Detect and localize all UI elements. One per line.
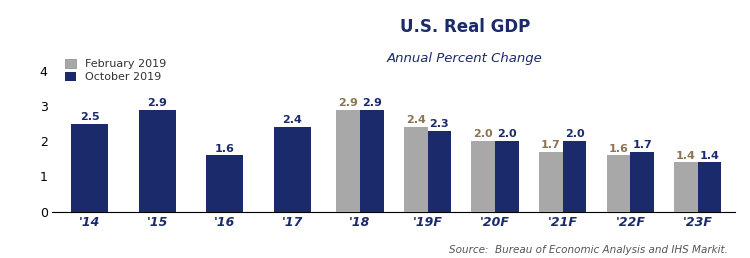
Text: 2.0: 2.0 [497, 130, 517, 139]
Text: 1.6: 1.6 [608, 143, 628, 154]
Text: 2.9: 2.9 [147, 98, 167, 108]
Bar [274, 127, 311, 212]
Bar [427, 131, 451, 212]
Text: 1.7: 1.7 [632, 140, 652, 150]
Title: U.S. Real GDP
Annual Percent Change: U.S. Real GDP Annual Percent Change [0, 257, 1, 258]
Bar [630, 152, 654, 212]
Legend: February 2019, October 2019: February 2019, October 2019 [65, 59, 166, 82]
Bar [404, 127, 427, 212]
Text: 2.4: 2.4 [283, 115, 302, 125]
Bar [539, 152, 562, 212]
Text: 2.3: 2.3 [430, 119, 449, 129]
Bar [698, 162, 721, 212]
Text: 1.6: 1.6 [215, 143, 235, 154]
Bar [71, 124, 108, 212]
Bar [206, 155, 244, 212]
Text: 2.0: 2.0 [473, 130, 493, 139]
Text: 2.5: 2.5 [80, 112, 100, 122]
Bar [336, 110, 360, 212]
Text: 2.9: 2.9 [362, 98, 382, 108]
Bar [495, 141, 519, 212]
Bar [360, 110, 383, 212]
Text: Annual Percent Change: Annual Percent Change [387, 52, 543, 64]
Bar [674, 162, 698, 212]
Text: 1.7: 1.7 [541, 140, 561, 150]
Bar [472, 141, 495, 212]
Text: 2.9: 2.9 [338, 98, 358, 108]
Bar [607, 155, 630, 212]
Text: 1.4: 1.4 [700, 151, 719, 160]
Bar [139, 110, 176, 212]
Bar [562, 141, 586, 212]
Text: 1.4: 1.4 [676, 151, 696, 160]
Text: 2.4: 2.4 [406, 115, 426, 125]
Text: 2.0: 2.0 [565, 130, 584, 139]
Text: Source:  Bureau of Economic Analysis and IHS Markit.: Source: Bureau of Economic Analysis and … [448, 245, 728, 255]
Text: U.S. Real GDP: U.S. Real GDP [400, 18, 530, 36]
